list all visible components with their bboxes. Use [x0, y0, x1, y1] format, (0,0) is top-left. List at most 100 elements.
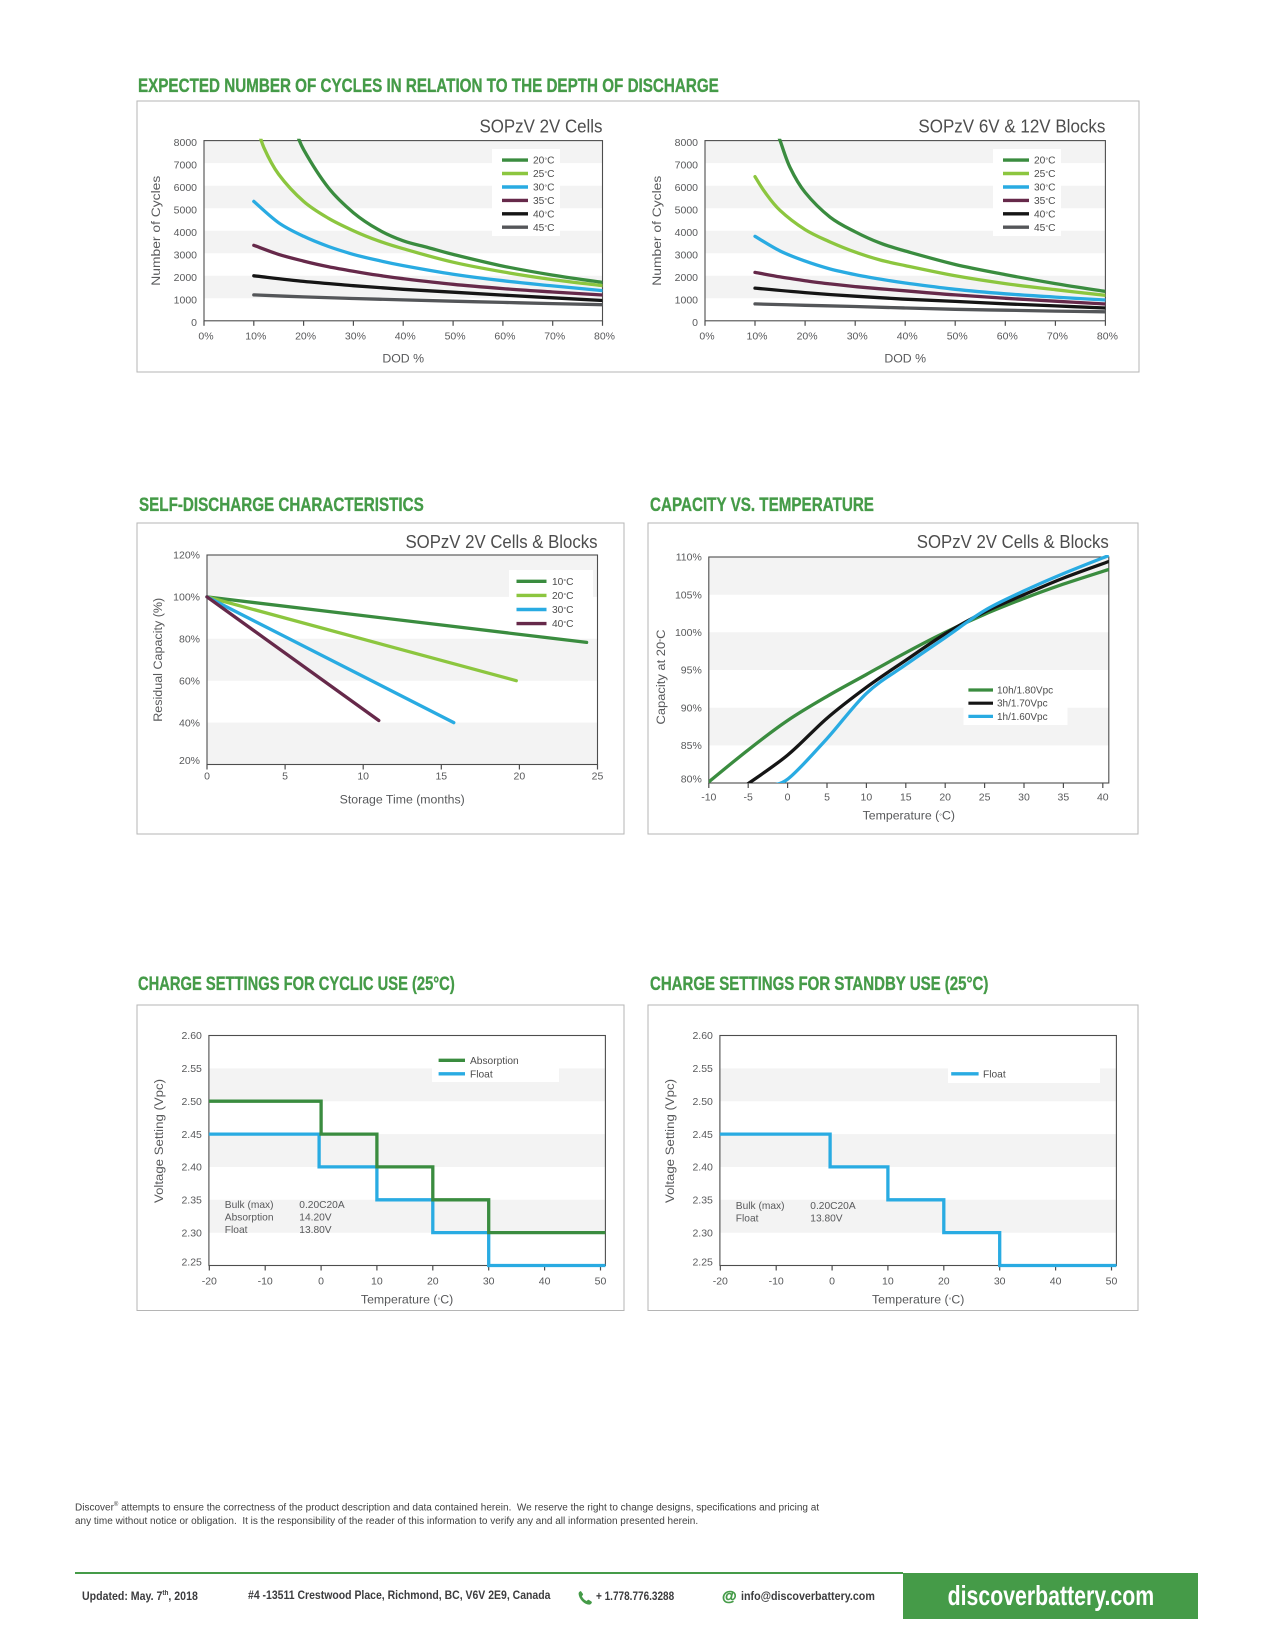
svg-text:20: 20 — [939, 792, 951, 804]
svg-text:Bulk (max): Bulk (max) — [225, 1200, 274, 1211]
svg-text:30°C: 30°C — [552, 605, 574, 616]
svg-text:Temperature (°C): Temperature (°C) — [863, 809, 955, 823]
svg-text:60%: 60% — [179, 675, 200, 687]
svg-text:40: 40 — [1097, 792, 1109, 804]
svg-text:10h/1.80Vpc: 10h/1.80Vpc — [997, 686, 1053, 697]
svg-text:DOD %: DOD % — [884, 352, 926, 366]
svg-text:2.50: 2.50 — [181, 1096, 202, 1108]
svg-text:15: 15 — [435, 771, 447, 783]
svg-text:25°C: 25°C — [533, 169, 555, 180]
svg-text:2.45: 2.45 — [181, 1129, 202, 1141]
svg-text:DOD %: DOD % — [382, 352, 424, 366]
svg-text:40°C: 40°C — [552, 619, 574, 630]
svg-text:40%: 40% — [179, 717, 200, 729]
svg-text:SOPzV 2V Cells & Blocks: SOPzV 2V Cells & Blocks — [917, 531, 1109, 552]
svg-text:70%: 70% — [544, 331, 565, 343]
svg-text:Absorption: Absorption — [470, 1056, 519, 1067]
svg-text:5: 5 — [824, 792, 830, 804]
svg-text:-10: -10 — [258, 1276, 273, 1288]
svg-text:SOPzV 2V Cells & Blocks: SOPzV 2V Cells & Blocks — [406, 531, 598, 552]
svg-text:2000: 2000 — [174, 272, 198, 284]
svg-text:0%: 0% — [198, 331, 213, 343]
svg-text:0%: 0% — [699, 331, 714, 343]
svg-text:40°C: 40°C — [1034, 209, 1056, 220]
svg-text:30%: 30% — [345, 331, 366, 343]
svg-text:70%: 70% — [1047, 331, 1068, 343]
svg-text:120%: 120% — [173, 550, 200, 562]
svg-text:2.40: 2.40 — [181, 1162, 202, 1174]
svg-text:100%: 100% — [675, 627, 702, 639]
svg-text:Voltage Setting (Vpc): Voltage Setting (Vpc) — [663, 1079, 677, 1203]
svg-text:2.50: 2.50 — [692, 1096, 713, 1108]
svg-text:-20: -20 — [713, 1276, 728, 1288]
svg-text:3000: 3000 — [174, 249, 198, 261]
svg-text:7000: 7000 — [675, 159, 699, 171]
svg-text:0: 0 — [692, 317, 698, 329]
svg-text:20: 20 — [514, 771, 526, 783]
svg-text:40°C: 40°C — [533, 209, 555, 220]
svg-text:20°C: 20°C — [533, 156, 555, 167]
svg-text:1000: 1000 — [174, 295, 198, 307]
svg-text:105%: 105% — [675, 589, 702, 601]
svg-text:0.20C20A: 0.20C20A — [299, 1200, 345, 1211]
svg-text:40%: 40% — [897, 331, 918, 343]
svg-text:1h/1.60Vpc: 1h/1.60Vpc — [997, 712, 1048, 723]
svg-text:2.35: 2.35 — [692, 1195, 713, 1207]
svg-text:4000: 4000 — [174, 227, 198, 239]
svg-text:8000: 8000 — [174, 137, 198, 149]
svg-text:40%: 40% — [395, 331, 416, 343]
svg-text:0: 0 — [318, 1276, 324, 1288]
svg-text:5: 5 — [282, 771, 288, 783]
svg-text:10°C: 10°C — [552, 577, 574, 588]
svg-text:20°C: 20°C — [552, 591, 574, 602]
svg-text:Number of Cycles: Number of Cycles — [650, 176, 664, 286]
svg-text:SOPzV 6V & 12V Blocks: SOPzV 6V & 12V Blocks — [918, 116, 1105, 137]
svg-text:Float: Float — [983, 1069, 1006, 1080]
svg-text:40: 40 — [539, 1276, 551, 1288]
svg-text:4000: 4000 — [675, 227, 699, 239]
svg-text:30: 30 — [1018, 792, 1030, 804]
svg-text:10%: 10% — [245, 331, 266, 343]
svg-text:7000: 7000 — [174, 159, 198, 171]
svg-text:50%: 50% — [947, 331, 968, 343]
svg-text:15: 15 — [900, 792, 912, 804]
svg-text:2.40: 2.40 — [692, 1162, 713, 1174]
svg-text:Capacity at 20°C: Capacity at 20°C — [654, 629, 668, 724]
svg-text:30°C: 30°C — [1034, 183, 1056, 194]
svg-text:0: 0 — [829, 1276, 835, 1288]
svg-text:10: 10 — [357, 771, 369, 783]
svg-text:85%: 85% — [681, 740, 702, 752]
svg-text:35°C: 35°C — [1034, 196, 1056, 207]
svg-text:6000: 6000 — [174, 182, 198, 194]
svg-text:30%: 30% — [847, 331, 868, 343]
svg-text:2.35: 2.35 — [181, 1195, 202, 1207]
svg-text:-5: -5 — [744, 792, 753, 804]
svg-text:25: 25 — [979, 792, 991, 804]
svg-text:2.55: 2.55 — [181, 1063, 202, 1075]
svg-text:2.45: 2.45 — [692, 1129, 713, 1141]
svg-text:0: 0 — [204, 771, 210, 783]
svg-text:60%: 60% — [997, 331, 1018, 343]
svg-text:Float: Float — [470, 1069, 493, 1080]
svg-text:20°C: 20°C — [1034, 156, 1056, 167]
svg-text:Storage Time (months): Storage Time (months) — [340, 793, 465, 807]
svg-text:Temperature (°C): Temperature (°C) — [361, 1293, 453, 1307]
svg-text:50: 50 — [595, 1276, 607, 1288]
svg-text:2.60: 2.60 — [692, 1030, 713, 1042]
svg-text:80%: 80% — [681, 774, 702, 786]
svg-text:3000: 3000 — [675, 249, 699, 261]
svg-text:90%: 90% — [681, 702, 702, 714]
svg-text:2.30: 2.30 — [181, 1227, 202, 1239]
svg-text:Bulk (max): Bulk (max) — [736, 1201, 785, 1212]
svg-text:40: 40 — [1050, 1276, 1062, 1288]
svg-text:2.55: 2.55 — [692, 1063, 713, 1075]
svg-text:95%: 95% — [681, 665, 702, 677]
svg-text:80%: 80% — [1097, 331, 1118, 343]
svg-text:2.25: 2.25 — [181, 1257, 202, 1269]
svg-text:8000: 8000 — [675, 137, 699, 149]
svg-text:30: 30 — [483, 1276, 495, 1288]
svg-text:80%: 80% — [179, 634, 200, 646]
svg-text:20%: 20% — [179, 755, 200, 767]
svg-text:2000: 2000 — [675, 272, 699, 284]
svg-text:50%: 50% — [445, 331, 466, 343]
